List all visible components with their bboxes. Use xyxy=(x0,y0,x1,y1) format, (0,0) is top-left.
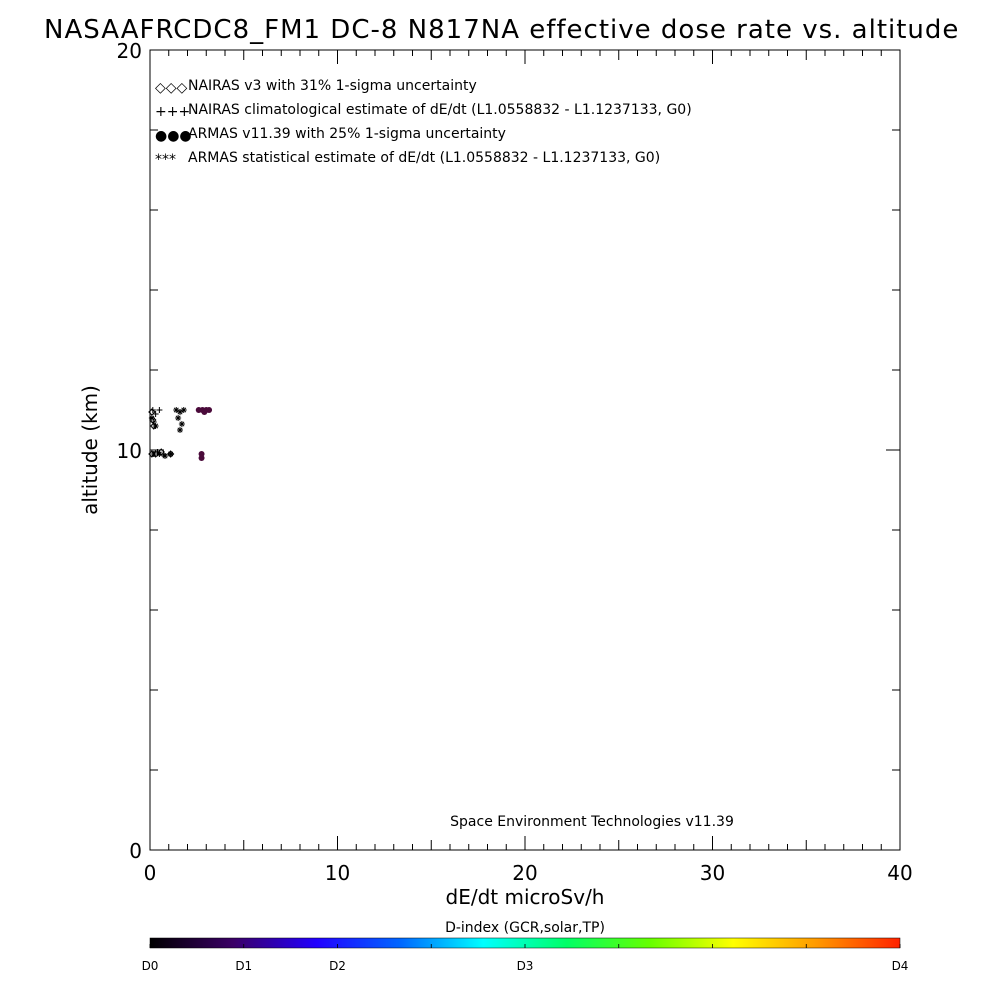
legend-symbol: +++ xyxy=(155,104,190,120)
armas-point xyxy=(198,455,205,461)
x-tick-label: 0 xyxy=(144,861,157,885)
colorbar-label: D0 xyxy=(142,959,159,973)
legend-symbol: ●●● xyxy=(155,128,192,144)
axis-ticks xyxy=(149,49,901,851)
armas-point xyxy=(201,409,208,415)
legend-symbol: *** xyxy=(155,152,176,168)
tick-labels: 0 10 20 30 40 0 10 20 xyxy=(117,39,913,885)
x-tick-label: 40 xyxy=(887,861,912,885)
armas-stat-point xyxy=(152,423,159,429)
colorbar-label: D1 xyxy=(235,959,252,973)
x-tick-label: 30 xyxy=(700,861,725,885)
armas-stat-point xyxy=(162,453,168,459)
armas-stat-point xyxy=(173,407,180,413)
armas-stat-point xyxy=(148,415,155,421)
data-points xyxy=(148,407,213,461)
armas-stat-point xyxy=(156,451,163,457)
chart-title: NASAAFRCDC8_FM1 DC-8 N817NA effective do… xyxy=(44,15,959,45)
armas-stat-point xyxy=(167,451,174,457)
armas-stat-point xyxy=(178,421,185,427)
legend-label: ARMAS statistical estimate of dE/dt (L1.… xyxy=(188,150,660,166)
colorbar-labels: D0 D1 D2 D3 D4 xyxy=(142,944,909,973)
armas-stat-point xyxy=(150,451,157,457)
nairas-clim-point xyxy=(149,407,156,413)
armas-stat-point xyxy=(177,427,183,433)
armas-stat-point xyxy=(177,409,183,415)
legend-symbol: ◇◇◇ xyxy=(155,80,188,96)
legend-label: NAIRAS v3 with 31% 1-sigma uncertainty xyxy=(188,78,477,94)
armas-stat-point xyxy=(175,415,182,421)
colorbar-title: D-index (GCR,solar,TP) xyxy=(445,920,605,936)
colorbar-label: D4 xyxy=(892,959,909,973)
x-axis-label: dE/dt microSv/h xyxy=(446,885,605,909)
y-tick-label: 0 xyxy=(129,839,142,863)
x-tick-label: 20 xyxy=(512,861,537,885)
legend-label: NAIRAS climatological estimate of dE/dt … xyxy=(188,102,692,118)
credit-annotation: Space Environment Technologies v11.39 xyxy=(450,814,734,830)
y-tick-label: 20 xyxy=(117,39,142,63)
legend-label: ARMAS v11.39 with 25% 1-sigma uncertaint… xyxy=(188,126,506,142)
colorbar-label: D3 xyxy=(517,959,534,973)
x-tick-label: 10 xyxy=(325,861,350,885)
armas-point xyxy=(206,407,213,413)
nairas-clim-point xyxy=(152,411,159,417)
y-tick-label: 10 xyxy=(117,439,142,463)
y-axis-label: altitude (km) xyxy=(78,385,102,515)
nairas-clim-point xyxy=(156,407,163,413)
plot-frame xyxy=(149,49,901,851)
legend: ◇◇◇ NAIRAS v3 with 31% 1-sigma uncertaint… xyxy=(155,78,692,168)
armas-stat-point xyxy=(180,407,187,413)
colorbar-label: D2 xyxy=(329,959,346,973)
